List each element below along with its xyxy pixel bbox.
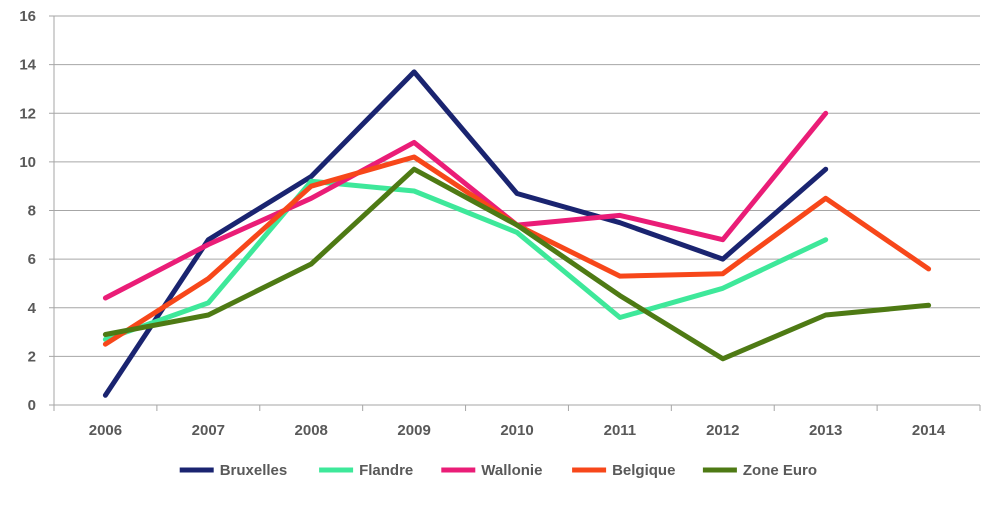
series-line-zone-euro	[102, 166, 932, 362]
x-axis-tick-labels: 2006 2007 2008 2009 2010 2011 2012 2013 2014	[89, 422, 946, 439]
y-tick-label: 2	[28, 348, 36, 365]
series-line-bruxelles	[102, 69, 829, 398]
x-tick-label-2013: 2013	[809, 422, 842, 439]
y-tick-label: 0	[28, 397, 36, 414]
x-tick-label-2012: 2012	[706, 422, 739, 439]
legend-label-flandre: Flandre	[359, 462, 413, 479]
legend-label-bruxelles: Bruxelles	[220, 462, 288, 479]
x-tick-label-2009: 2009	[397, 422, 430, 439]
x-tick-label-2010: 2010	[500, 422, 533, 439]
y-tick-label: 8	[28, 203, 36, 220]
axes	[49, 15, 981, 411]
y-tick-label: 10	[19, 154, 36, 171]
series-line-wallonie	[102, 110, 829, 301]
y-tick-label: 12	[19, 105, 36, 122]
series-line-flandre	[102, 178, 829, 342]
grid-lines	[54, 15, 980, 357]
y-axis-tick-labels: 0 2 4 6 8 10 12 14 16	[19, 8, 36, 414]
x-tick-label-2008: 2008	[295, 422, 328, 439]
legend-label-belgique: Belgique	[612, 462, 675, 479]
x-tick-label-2006: 2006	[89, 422, 122, 439]
legend: Bruxelles Flandre Wallonie Belgique Zone Eur…	[179, 462, 817, 479]
x-tick-label-2007: 2007	[192, 422, 225, 439]
legend-label-wallonie: Wallonie	[481, 462, 542, 479]
x-tick-label-2011: 2011	[604, 422, 637, 439]
y-tick-label: 4	[28, 300, 37, 317]
y-tick-label: 6	[28, 251, 36, 268]
y-tick-label: 16	[19, 8, 36, 25]
y-tick-label: 14	[19, 57, 36, 74]
x-tick-label-2014: 2014	[912, 422, 946, 439]
legend-label-zone-euro: Zone Euro	[743, 462, 817, 479]
series-lines	[102, 69, 932, 398]
